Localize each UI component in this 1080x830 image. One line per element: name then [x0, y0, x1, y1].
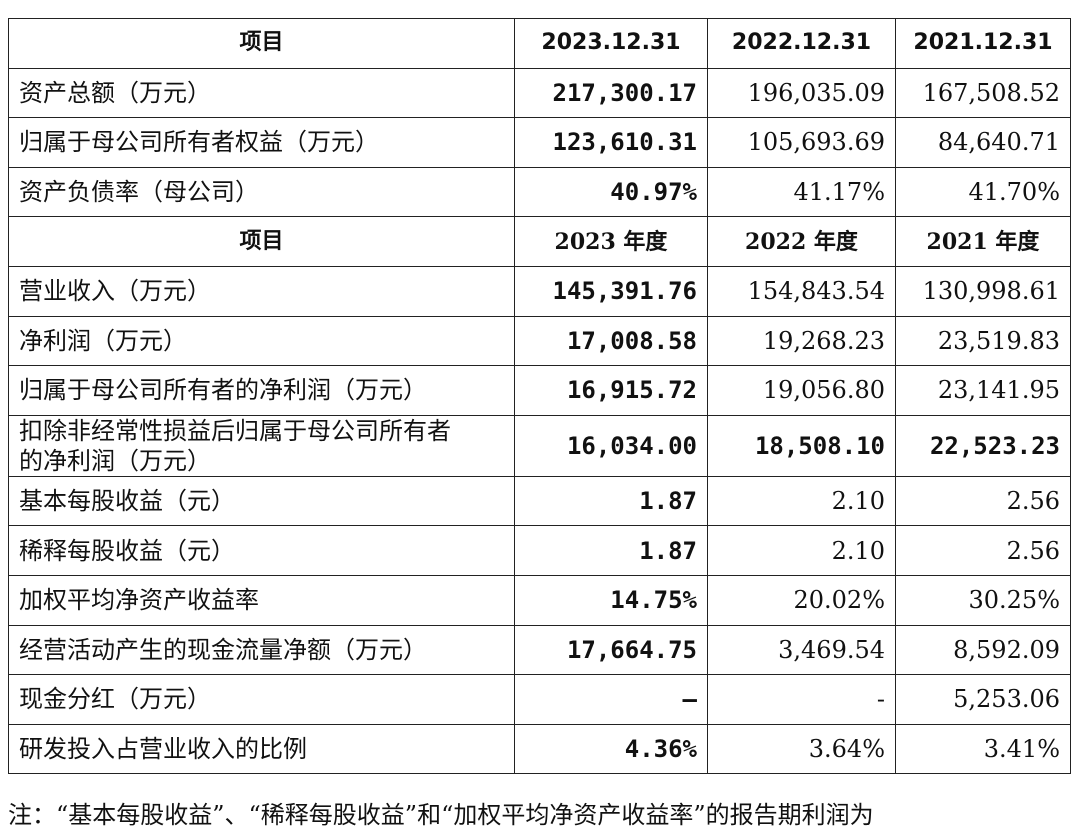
value-2022: 41.17% — [707, 166, 896, 218]
value-2023: 14.75% — [514, 574, 708, 626]
value-2021: 23,141.95 — [895, 365, 1071, 416]
value-2022: 3.64% — [707, 723, 896, 775]
row-label-line-2: 的净利润（万元） — [19, 446, 211, 475]
row-label: 加权平均净资产收益率 — [8, 574, 515, 626]
header-row-balance: 项目 2023.12.31 2022.12.31 2021.12.31 — [8, 18, 1071, 69]
value-2023: 1.87 — [514, 525, 708, 576]
row-label: 研发投入占营业收入的比例 — [8, 723, 515, 775]
table-row: 经营活动产生的现金流量净额（万元） 17,664.75 3,469.54 8,5… — [8, 624, 1071, 676]
header-2023: 2023 年度 — [514, 216, 708, 267]
row-label: 营业收入（万元） — [8, 265, 515, 317]
header-2021: 2021.12.31 — [895, 18, 1071, 69]
value-2023: 4.36% — [514, 723, 708, 775]
table-row: 稀释每股收益（元） 1.87 2.10 2.56 — [8, 525, 1071, 576]
row-label: 基本每股收益（元） — [8, 475, 515, 527]
value-2023: 1.87 — [514, 475, 708, 527]
value-2021: 23,519.83 — [895, 315, 1071, 367]
value-2023: 123,610.31 — [514, 117, 708, 168]
header-item: 项目 — [8, 18, 515, 69]
row-label: 归属于母公司所有者的净利润（万元） — [8, 365, 515, 416]
value-2021: 2.56 — [895, 475, 1071, 527]
value-2021: 84,640.71 — [895, 117, 1071, 168]
table-row: 基本每股收益（元） 1.87 2.10 2.56 — [8, 475, 1071, 527]
header-2022: 2022 年度 — [707, 216, 896, 267]
value-2022: 19,056.80 — [707, 365, 896, 416]
value-2023: 16,915.72 — [514, 365, 708, 416]
header-2022: 2022.12.31 — [707, 18, 896, 69]
value-2022: 20.02% — [707, 574, 896, 626]
value-2021: 5,253.06 — [895, 674, 1071, 725]
table-row: 资产总额（万元） 217,300.17 196,035.09 167,508.5… — [8, 67, 1071, 119]
value-2021: 2.56 — [895, 525, 1071, 576]
value-2022: 154,843.54 — [707, 265, 896, 317]
row-label: 稀释每股收益（元） — [8, 525, 515, 576]
header-row-income: 项目 2023 年度 2022 年度 2021 年度 — [8, 216, 1071, 267]
header-2023: 2023.12.31 — [514, 18, 708, 69]
value-2023: 217,300.17 — [514, 67, 708, 119]
header-2021: 2021 年度 — [895, 216, 1071, 267]
value-2022: 18,508.10 — [707, 414, 896, 477]
table-row: 资产负债率（母公司） 40.97% 41.17% 41.70% — [8, 166, 1071, 218]
table-row: 研发投入占营业收入的比例 4.36% 3.64% 3.41% — [8, 723, 1071, 775]
row-label: 扣除非经常性损益后归属于母公司所有者 的净利润（万元） — [8, 414, 515, 477]
table-row: 现金分红（万元） – - 5,253.06 — [8, 674, 1071, 725]
table-row: 归属于母公司所有者的净利润（万元） 16,915.72 19,056.80 23… — [8, 365, 1071, 416]
value-2022: 105,693.69 — [707, 117, 896, 168]
value-2021: 130,998.61 — [895, 265, 1071, 317]
value-2023: – — [514, 674, 708, 725]
table-row: 归属于母公司所有者权益（万元） 123,610.31 105,693.69 84… — [8, 117, 1071, 168]
value-2021: 41.70% — [895, 166, 1071, 218]
value-2023: 16,034.00 — [514, 414, 708, 477]
value-2021: 3.41% — [895, 723, 1071, 775]
value-2022: 2.10 — [707, 475, 896, 527]
value-2021: 167,508.52 — [895, 67, 1071, 119]
table-row: 扣除非经常性损益后归属于母公司所有者 的净利润（万元） 16,034.00 18,… — [8, 414, 1071, 477]
value-2023: 17,664.75 — [514, 624, 708, 676]
row-label: 现金分红（万元） — [8, 674, 515, 725]
value-2022: - — [707, 674, 896, 725]
value-2021: 22,523.23 — [895, 414, 1071, 477]
financial-data-table: 项目 2023.12.31 2022.12.31 2021.12.31 资产总额… — [8, 18, 1071, 775]
row-label-line-1: 扣除非经常性损益后归属于母公司所有者 — [19, 416, 451, 445]
row-label: 净利润（万元） — [8, 315, 515, 367]
table-row: 加权平均净资产收益率 14.75% 20.02% 30.25% — [8, 574, 1071, 626]
footnote: 注：“基本每股收益”、“稀释每股收益”和“加权平均净资产收益率”的报告期利润为 — [8, 801, 874, 829]
row-label: 资产负债率（母公司） — [8, 166, 515, 218]
value-2021: 8,592.09 — [895, 624, 1071, 676]
value-2022: 2.10 — [707, 525, 896, 576]
table-row: 营业收入（万元） 145,391.76 154,843.54 130,998.6… — [8, 265, 1071, 317]
value-2023: 145,391.76 — [514, 265, 708, 317]
value-2021: 30.25% — [895, 574, 1071, 626]
row-label: 资产总额（万元） — [8, 67, 515, 119]
row-label: 归属于母公司所有者权益（万元） — [8, 117, 515, 168]
table-row: 净利润（万元） 17,008.58 19,268.23 23,519.83 — [8, 315, 1071, 367]
value-2022: 19,268.23 — [707, 315, 896, 367]
row-label: 经营活动产生的现金流量净额（万元） — [8, 624, 515, 676]
header-item: 项目 — [8, 216, 515, 267]
value-2022: 3,469.54 — [707, 624, 896, 676]
value-2023: 40.97% — [514, 166, 708, 218]
value-2022: 196,035.09 — [707, 67, 896, 119]
value-2023: 17,008.58 — [514, 315, 708, 367]
